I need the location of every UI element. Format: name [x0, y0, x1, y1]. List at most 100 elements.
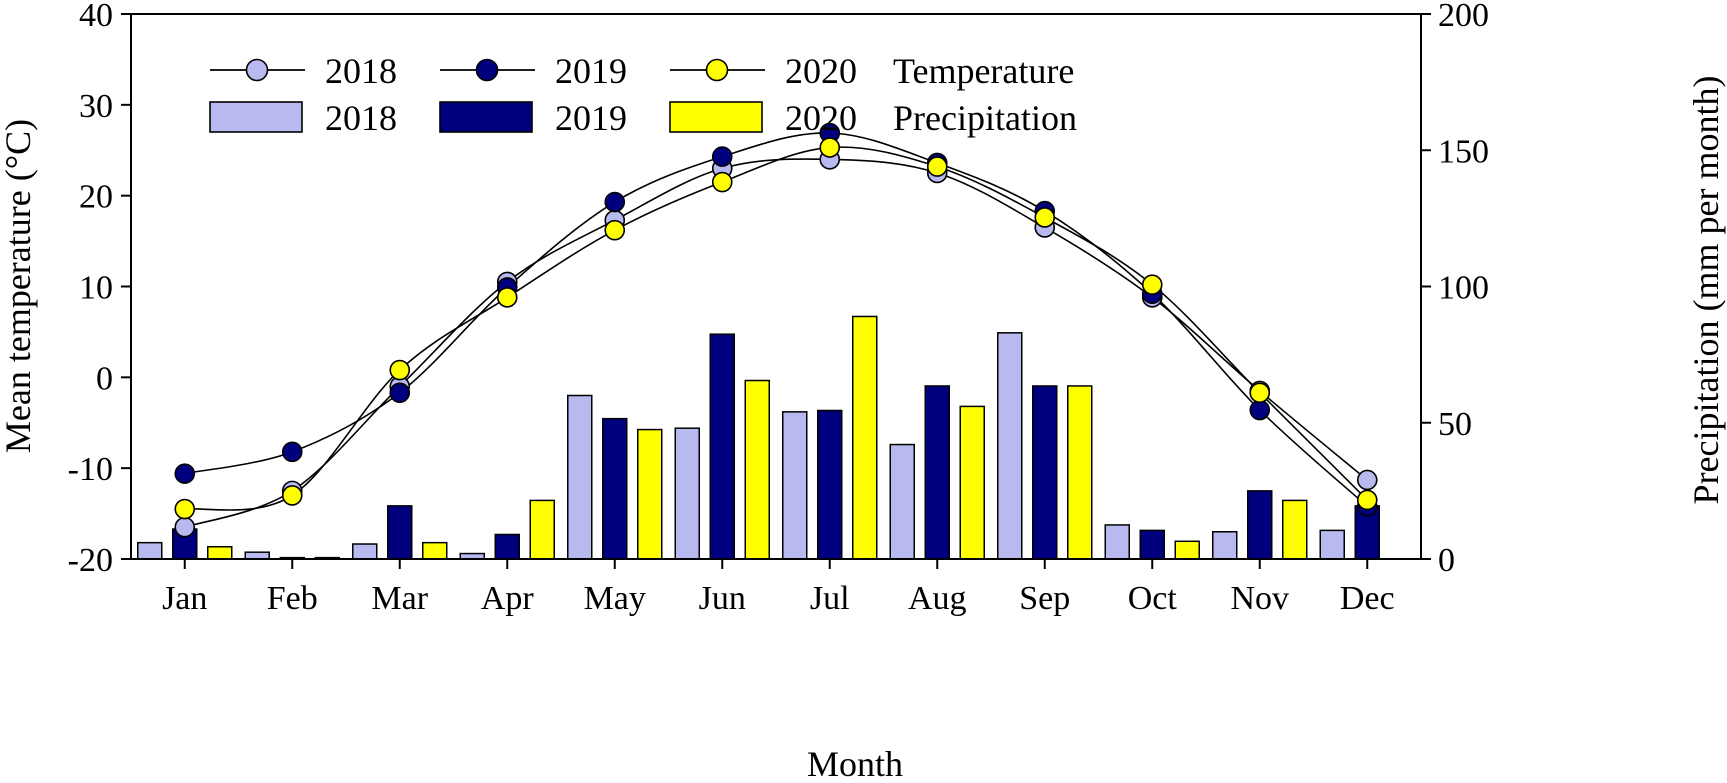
- x-tick-label-apr: Apr: [481, 580, 535, 617]
- temp-point-2020-jun: [711, 171, 733, 193]
- y-right-tick-label: 50: [1438, 406, 1472, 443]
- legend-marker-temp-2019: [475, 58, 499, 82]
- y-axis-right-title: Precipitation (mm per month): [1686, 76, 1726, 505]
- x-tick-label-aug: Aug: [908, 580, 967, 617]
- precip-bar-2020-mar: [422, 541, 448, 560]
- y-left-tick-label: 30: [79, 88, 113, 125]
- temp-point-2020-apr: [496, 287, 518, 308]
- precip-bar-2020-nov: [1282, 499, 1308, 560]
- temp-line-2020: [184, 146, 1368, 511]
- temp-point-2020-jul: [819, 137, 841, 158]
- temp-point-2020-feb: [281, 485, 303, 506]
- ticks-layer: -20 -10 0 10 20 30 40 0 50 100 150 200 Jan Feb Mar Apr M…: [68, 0, 1489, 617]
- temp-point-2020-jan: [174, 498, 196, 520]
- temperature-lines-layer: [174, 122, 1378, 538]
- legend-marker-temp-2018: [245, 58, 269, 82]
- temp-line-2018: [184, 158, 1368, 528]
- temp-point-2019-nov: [1249, 399, 1271, 421]
- temp-point-2020-aug: [926, 156, 948, 177]
- precip-bar-2020-jul: [852, 315, 878, 560]
- temp-point-2020-may: [604, 219, 626, 241]
- precip-bar-2020-jan: [207, 545, 233, 560]
- y-left-tick-label: 20: [79, 179, 113, 216]
- precip-bar-2018-nov: [1212, 531, 1238, 560]
- precip-bar-2019-oct: [1139, 529, 1165, 560]
- temp-point-2020-nov: [1249, 382, 1271, 404]
- precip-bar-2019-apr: [494, 533, 520, 560]
- legend-swatch-precip-2018: [209, 101, 303, 133]
- x-tick-label-jan: Jan: [162, 580, 207, 617]
- legend-label-temp-2019: 2019: [555, 51, 627, 91]
- y-left-tick-label: 0: [96, 360, 113, 397]
- legend-marker-temp-2020: [705, 58, 729, 82]
- temp-point-2018-jan: [174, 516, 196, 538]
- temp-point-2019-jan: [174, 463, 196, 484]
- legend-swatch-precip-2020: [669, 101, 763, 133]
- y-left-tick-label: -10: [68, 451, 113, 488]
- precip-bar-2018-mar: [352, 543, 378, 560]
- x-tick-label-oct: Oct: [1128, 580, 1178, 617]
- precip-bar-2018-jan: [137, 541, 163, 560]
- legend-label-precip-2020: 2020: [785, 98, 857, 138]
- plot-frame: [130, 13, 1422, 560]
- y-right-tick-label: 200: [1438, 0, 1489, 34]
- x-tick-label-jul: Jul: [810, 580, 850, 617]
- legend-swatch-precip-2019: [439, 101, 533, 133]
- legend-label-temp-2018: 2018: [325, 51, 397, 91]
- precip-bar-2020-apr: [529, 499, 555, 560]
- x-tick-label-jun: Jun: [699, 580, 746, 617]
- y-axis-left-title: Mean temperature (°C): [0, 119, 38, 453]
- y-right-tick-label: 0: [1438, 542, 1455, 579]
- y-left-tick-label: 40: [79, 0, 113, 34]
- temp-point-2018-dec: [1356, 469, 1378, 491]
- precip-bar-2018-jul: [782, 411, 808, 560]
- precip-bar-2019-jun: [709, 333, 735, 560]
- precip-bar-2018-sep: [997, 332, 1023, 560]
- x-axis-title: Month: [807, 744, 903, 783]
- x-tick-label-dec: Dec: [1340, 580, 1395, 617]
- legend-label-precip-2019: 2019: [555, 98, 627, 138]
- axes-layer: [130, 13, 1422, 560]
- precip-bar-2020-may: [637, 428, 663, 560]
- precip-bar-2018-aug: [889, 443, 915, 560]
- y-left-tick-label: 10: [79, 270, 113, 307]
- legend-precipitation-label: Precipitation: [893, 98, 1077, 138]
- x-tick-label-feb: Feb: [267, 580, 318, 617]
- precip-bar-2019-mar: [387, 505, 413, 560]
- legend-temperature-label: Temperature: [893, 51, 1074, 91]
- precip-bar-2018-may: [567, 394, 593, 560]
- temp-point-2020-mar: [389, 359, 411, 381]
- precip-bar-2020-jun: [744, 379, 770, 560]
- legend-label-precip-2018: 2018: [325, 98, 397, 138]
- precip-bar-2018-oct: [1104, 524, 1130, 560]
- temp-point-2020-oct: [1141, 274, 1163, 295]
- precip-bar-2020-oct: [1174, 540, 1200, 560]
- temp-point-2020-dec: [1356, 489, 1378, 511]
- precip-bar-2018-jun: [674, 427, 700, 560]
- legend-label-temp-2020: 2020: [785, 51, 857, 91]
- y-right-tick-label: 150: [1438, 133, 1489, 170]
- precip-bar-2019-sep: [1032, 385, 1058, 560]
- precip-bar-2019-nov: [1247, 490, 1273, 560]
- precip-bar-2018-dec: [1319, 529, 1345, 560]
- precip-bar-2019-jul: [817, 409, 843, 560]
- temp-point-2019-may: [604, 191, 626, 213]
- temp-point-2019-mar: [389, 382, 411, 404]
- precip-bar-2020-sep: [1067, 385, 1093, 560]
- x-tick-label-may: May: [584, 580, 646, 617]
- precip-bar-2020-aug: [959, 405, 985, 560]
- y-left-tick-label: -20: [68, 542, 113, 579]
- precip-bar-2019-may: [602, 417, 628, 560]
- y-right-tick-label: 100: [1438, 270, 1489, 307]
- x-tick-label-mar: Mar: [371, 580, 428, 617]
- legend: 2018 2019 2020 Temperature 2018 2019 202…: [209, 51, 1077, 138]
- bars-layer: [137, 315, 1380, 560]
- temp-point-2019-feb: [281, 441, 303, 463]
- precip-bar-2018-feb: [244, 551, 270, 560]
- x-tick-label-nov: Nov: [1230, 580, 1289, 617]
- x-tick-label-sep: Sep: [1019, 580, 1070, 617]
- precip-bar-2019-aug: [924, 385, 950, 560]
- temp-point-2019-jun: [711, 146, 733, 167]
- temp-point-2020-sep: [1034, 207, 1056, 228]
